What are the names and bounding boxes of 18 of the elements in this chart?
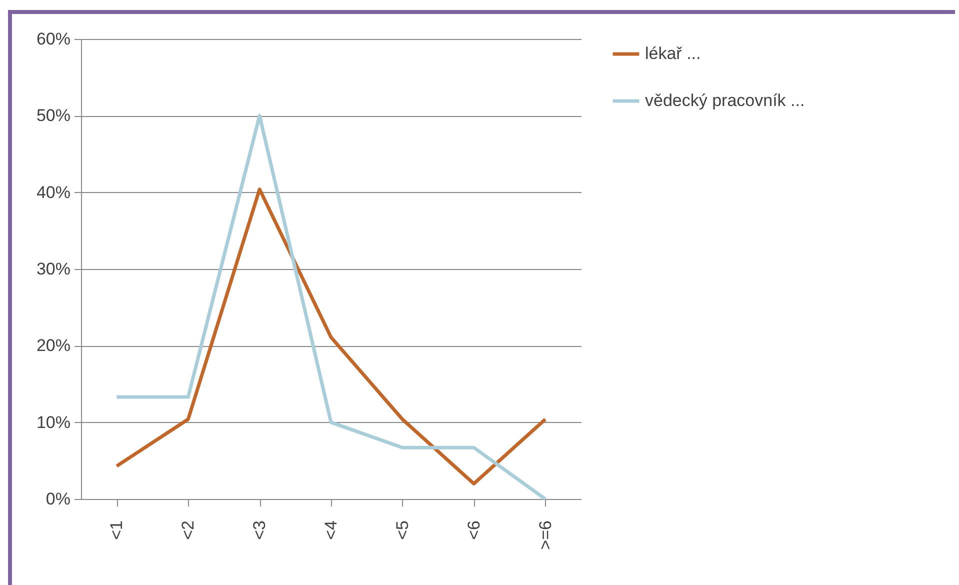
line-series xyxy=(114,188,548,486)
y-tick-label: 30% xyxy=(36,260,70,278)
y-tick-label: 50% xyxy=(36,106,70,126)
x-tick-label: <1 xyxy=(107,520,126,540)
y-tick-label: 10% xyxy=(36,412,70,432)
legend-label: lékař ... xyxy=(645,44,701,63)
x-tick-label: <3 xyxy=(250,520,270,540)
y-tick-label: 20% xyxy=(36,336,70,356)
x-tick-label: <4 xyxy=(322,520,340,540)
x-tick-label: <5 xyxy=(392,520,412,540)
line-series xyxy=(114,114,548,501)
y-tick-label: 40% xyxy=(36,182,70,202)
y-tick-label: 60% xyxy=(36,30,70,48)
x-tick-label: <2 xyxy=(178,520,198,540)
x-tick-label: >=6 xyxy=(536,520,555,550)
legend-label: vědecký pracovník ... xyxy=(645,91,805,110)
y-tick-label: 0% xyxy=(46,490,70,508)
x-tick-label: <6 xyxy=(464,520,484,540)
